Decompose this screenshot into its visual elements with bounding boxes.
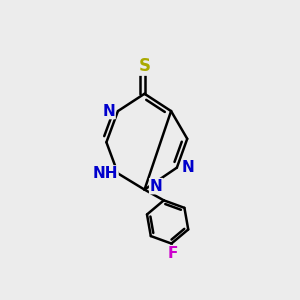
Text: N: N [102, 103, 115, 118]
Text: S: S [139, 57, 151, 75]
Text: NH: NH [92, 166, 118, 181]
Text: N: N [182, 160, 195, 175]
Text: F: F [168, 246, 178, 261]
Text: N: N [150, 178, 162, 194]
